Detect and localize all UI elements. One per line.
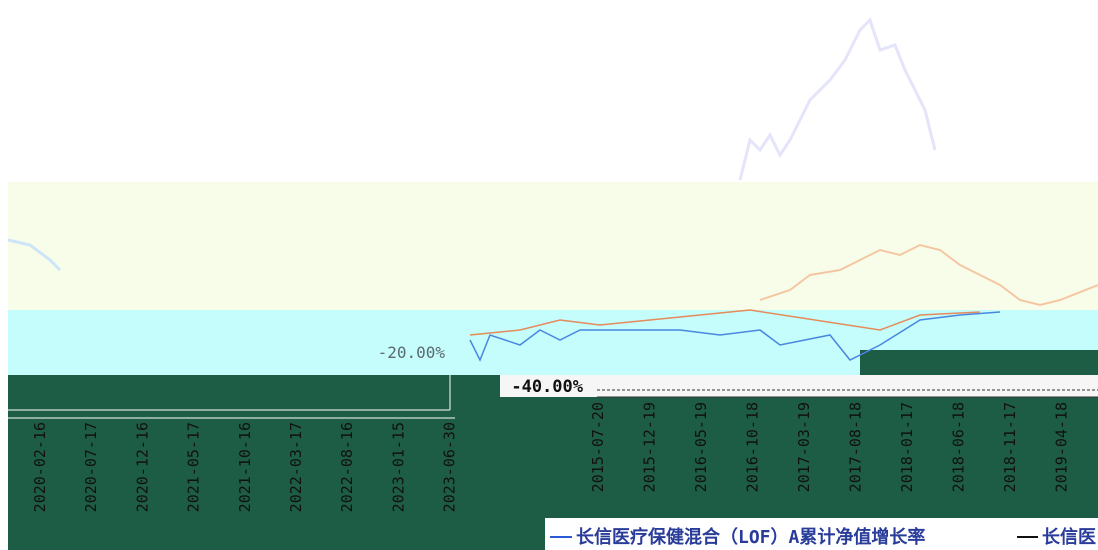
x-tick-label: 2022-03-17	[287, 422, 305, 512]
x-tick-label: 2021-05-17	[185, 422, 203, 512]
x-tick-label: 2017-03-19	[795, 402, 813, 492]
x-tick-label: 2015-07-20	[589, 402, 607, 492]
glitch-block	[860, 350, 1098, 375]
x-tick-label: 2019-04-18	[1053, 402, 1071, 492]
label-box	[500, 375, 1098, 397]
y-tick-label: -40.00%	[511, 377, 583, 397]
x-tick-label: 2015-12-19	[641, 402, 659, 492]
glitch-line-orange2	[469, 309, 981, 336]
x-tick-label: 2020-07-17	[82, 422, 100, 512]
band-yellow	[8, 182, 1098, 310]
x-tick-label: 2023-01-15	[389, 422, 407, 512]
x-tick-label: 2020-12-16	[133, 422, 151, 512]
legend-label: 长信医疗保健混合（LOF）A累计净值增长率	[576, 526, 925, 548]
y-tick-label: -20.00%	[378, 343, 446, 362]
glitch-line-blue	[469, 311, 1001, 362]
glitch-line	[7, 238, 62, 272]
x-tick-label: 2018-01-17	[898, 402, 916, 492]
x-tick-label: 2016-05-19	[692, 402, 710, 492]
x-tick-label: 2018-11-17	[1001, 402, 1019, 492]
legend	[545, 518, 1098, 550]
x-tick-label: 2017-08-18	[847, 402, 865, 492]
x-tick-label: 2022-08-16	[338, 422, 356, 512]
x-tick-label: 2023-06-30	[441, 422, 459, 512]
x-tick-label: 2021-10-16	[236, 422, 254, 512]
legend-label: 长信医	[1042, 526, 1096, 548]
glitch-line-orange	[759, 243, 1098, 307]
x-tick-label: 2016-10-18	[744, 402, 762, 492]
glitch-line-purple	[738, 17, 937, 181]
x-tick-label: 2020-02-16	[31, 422, 49, 512]
x-tick-label: 2018-06-18	[950, 402, 968, 492]
